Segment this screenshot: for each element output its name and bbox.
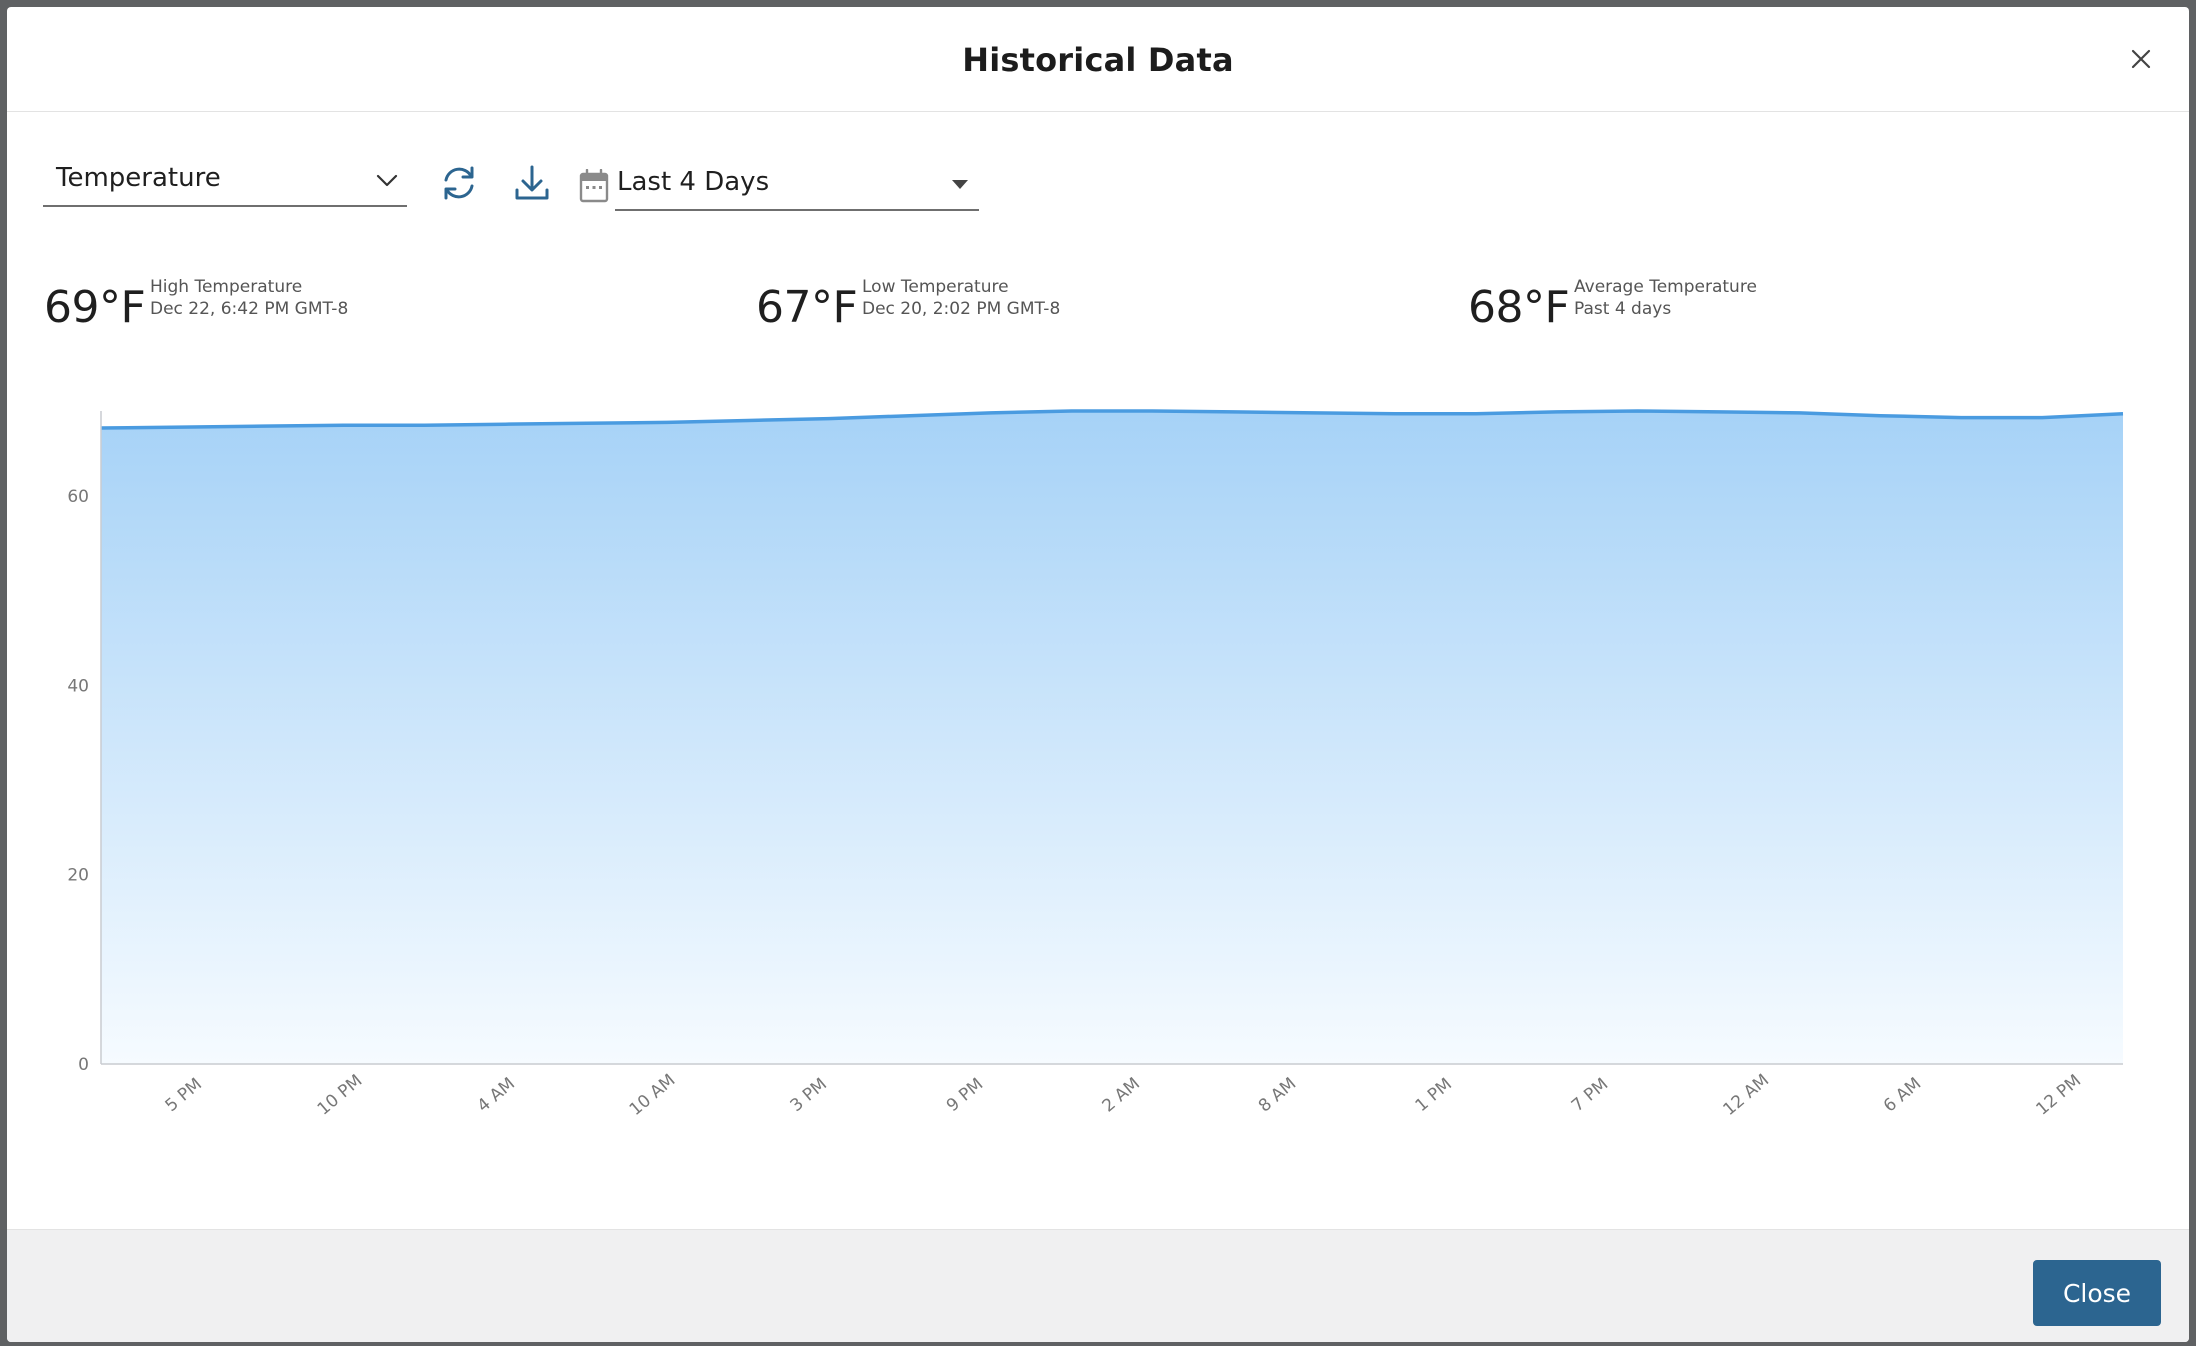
x-tick-label: 2 AM <box>1099 1074 1144 1117</box>
modal-footer: Close <box>7 1229 2189 1342</box>
y-tick-label: 0 <box>78 1055 89 1075</box>
refresh-icon[interactable] <box>439 163 479 203</box>
x-tick-label: 12 AM <box>1719 1070 1773 1120</box>
date-range-value: Last 4 Days <box>617 167 770 197</box>
historical-data-modal: Historical Data Temperature <box>7 7 2189 1342</box>
x-tick-label: 10 AM <box>626 1070 680 1120</box>
stat-low-date: Dec 20, 2:02 PM GMT-8 <box>862 299 1061 319</box>
stat-low-label: Low Temperature <box>862 277 1009 297</box>
stat-average-label: Average Temperature <box>1574 277 1757 297</box>
x-tick-label: 4 AM <box>474 1074 519 1117</box>
stat-average-value: 68°F <box>1468 282 1570 333</box>
metric-select-value: Temperature <box>56 163 221 193</box>
download-icon[interactable] <box>512 163 552 203</box>
stat-high-value: 69°F <box>44 282 146 333</box>
stat-average-period: Past 4 days <box>1574 299 1672 319</box>
x-tick-label: 9 PM <box>943 1074 987 1116</box>
temperature-line <box>100 409 2124 430</box>
stat-high-label: High Temperature <box>150 277 303 297</box>
y-tick-label: 60 <box>67 487 89 507</box>
temperature-chart-svg: 0 20 40 60 5 PM 10 PM 4 AM 10 AM 3 PM 9 PM 2 AM 8 A… <box>67 409 2124 1120</box>
metric-select[interactable]: Temperature <box>43 157 407 207</box>
y-tick-label: 40 <box>67 676 89 696</box>
temperature-chart: 0 20 40 60 5 PM 10 PM 4 AM 10 AM 3 PM 9 PM 2 AM 8 A… <box>7 387 2189 1157</box>
stat-low-value: 67°F <box>756 282 858 333</box>
toolbar: Temperature Last 4 Days <box>43 157 1043 217</box>
close-icon[interactable] <box>2129 47 2153 71</box>
close-button[interactable]: Close <box>2033 1260 2161 1326</box>
calendar-icon <box>579 169 609 203</box>
modal-header: Historical Data <box>7 7 2189 112</box>
y-tick-label: 20 <box>67 866 89 886</box>
x-tick-label: 6 AM <box>1880 1074 1925 1117</box>
area-fill <box>101 411 2123 1064</box>
x-tick-label: 10 PM <box>314 1071 367 1120</box>
date-range-select[interactable]: Last 4 Days <box>615 157 979 211</box>
x-tick-label: 8 AM <box>1255 1074 1300 1117</box>
chevron-down-icon <box>376 174 398 187</box>
x-tick-label: 5 PM <box>162 1074 206 1116</box>
stat-high-date: Dec 22, 6:42 PM GMT-8 <box>150 299 349 319</box>
caret-down-icon <box>952 180 968 189</box>
x-tick-label: 1 PM <box>1412 1074 1456 1116</box>
modal-title: Historical Data <box>962 41 1234 79</box>
x-tick-label: 12 PM <box>2032 1071 2085 1120</box>
x-tick-label: 3 PM <box>787 1074 831 1116</box>
x-tick-label: 7 PM <box>1568 1074 1612 1116</box>
